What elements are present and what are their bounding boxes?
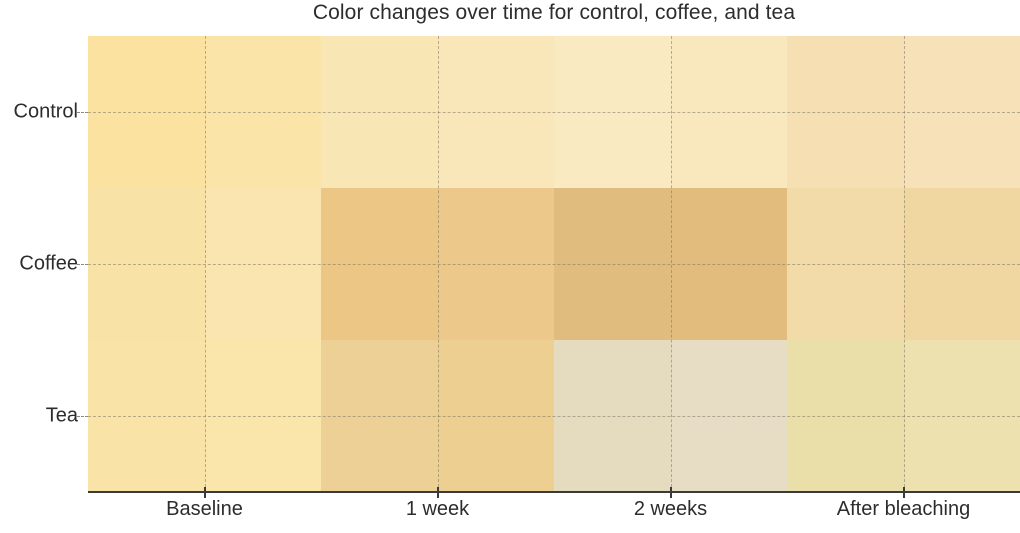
- horizontal-gridline: [88, 264, 1020, 265]
- horizontal-gridline: [88, 415, 1020, 417]
- y-tick-mark: [77, 415, 88, 417]
- y-tick-label: Control: [13, 100, 78, 123]
- y-tick-label: Tea: [45, 404, 78, 427]
- x-tick-mark: [436, 487, 439, 498]
- x-tick-mark: [902, 487, 905, 498]
- x-tick-label: After bleaching: [836, 498, 971, 520]
- y-tick-label: Coffee: [19, 252, 78, 275]
- x-tick-mark: [203, 487, 206, 498]
- y-tick-mark: [77, 112, 88, 113]
- x-tick-label: 2 weeks: [633, 498, 708, 520]
- plot-area: [77, 36, 1020, 492]
- x-tick-mark: [669, 487, 672, 498]
- y-tick-mark: [77, 264, 88, 265]
- x-axis-line: [88, 487, 1020, 498]
- x-axis-labels: Baseline 1 week 2 weeks After bleaching: [88, 498, 1020, 528]
- chart-title: Color changes over time for control, cof…: [312, 1, 796, 24]
- x-tick-label: 1 week: [405, 498, 470, 520]
- x-tick-label: Baseline: [166, 498, 243, 520]
- y-axis-labels: Control Coffee Tea: [0, 36, 78, 492]
- horizontal-gridline: [88, 112, 1020, 113]
